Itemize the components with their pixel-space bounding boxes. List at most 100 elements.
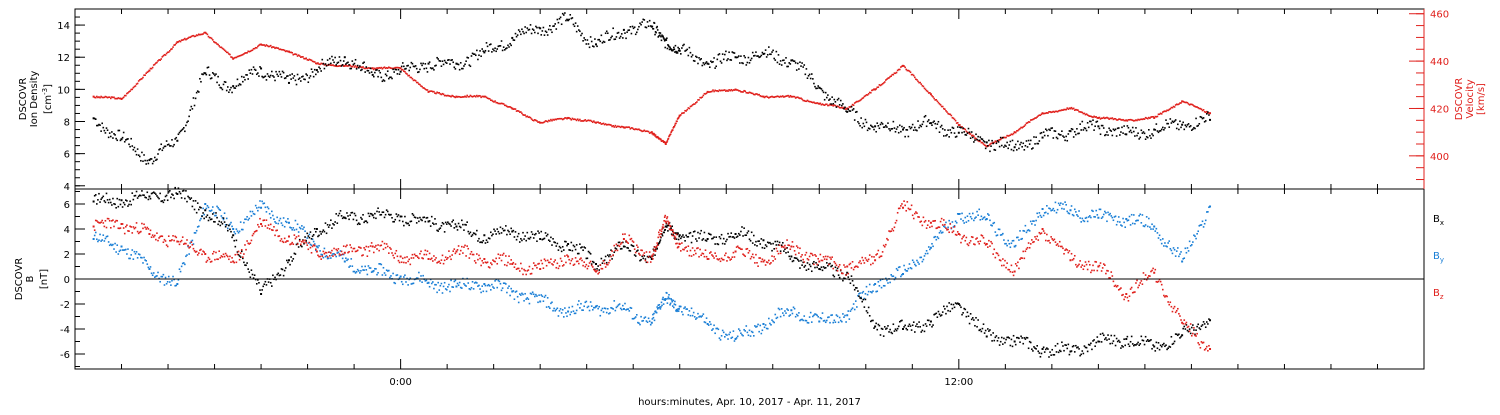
density-dot bbox=[554, 23, 557, 25]
by-dot bbox=[364, 265, 366, 268]
density-dot bbox=[616, 32, 619, 34]
density-dot bbox=[552, 25, 554, 28]
bz-dot bbox=[284, 241, 287, 243]
density-dot bbox=[772, 49, 774, 52]
bz-dot bbox=[299, 243, 302, 246]
bz-dot bbox=[698, 255, 700, 258]
density-dot bbox=[845, 110, 847, 113]
velocity-dot bbox=[267, 45, 270, 48]
density-dot bbox=[998, 145, 1001, 148]
bx-dot bbox=[849, 282, 852, 285]
bx-dot bbox=[1166, 348, 1168, 351]
density-dot bbox=[652, 28, 655, 30]
by-dot bbox=[1159, 239, 1162, 241]
velocity-dot bbox=[330, 64, 332, 66]
bx-dot bbox=[157, 196, 159, 199]
velocity-dot bbox=[240, 54, 243, 56]
bx-dot bbox=[956, 302, 959, 304]
by-dot bbox=[698, 316, 700, 318]
bx-dot bbox=[994, 336, 997, 339]
velocity-dot bbox=[1066, 107, 1069, 109]
bx-dot bbox=[267, 281, 270, 283]
by-dot bbox=[119, 249, 122, 252]
by-dot bbox=[794, 315, 797, 318]
velocity-dot bbox=[1010, 133, 1013, 136]
density-dot bbox=[334, 56, 336, 59]
velocity-dot bbox=[1108, 118, 1110, 120]
by-dot bbox=[914, 263, 916, 266]
bz-dot bbox=[347, 251, 349, 254]
bx-dot bbox=[950, 303, 953, 306]
velocity-dot bbox=[218, 45, 221, 47]
velocity-dot bbox=[191, 35, 194, 37]
velocity-dot bbox=[988, 144, 990, 147]
by-dot bbox=[506, 291, 508, 294]
bx-dot bbox=[287, 261, 289, 264]
density-dot bbox=[111, 131, 113, 133]
by-dot bbox=[461, 287, 463, 289]
bx-dot bbox=[210, 218, 213, 220]
velocity-dot bbox=[263, 44, 266, 46]
bx-dot bbox=[978, 329, 981, 332]
bx-dot bbox=[883, 326, 886, 328]
by-dot bbox=[443, 281, 446, 284]
bx-dot bbox=[368, 215, 371, 218]
by-dot bbox=[658, 303, 661, 306]
velocity-dot bbox=[1020, 126, 1022, 129]
bz-dot bbox=[265, 219, 268, 221]
bx-dot bbox=[559, 246, 562, 249]
density-dot bbox=[160, 143, 163, 146]
bx-dot bbox=[702, 238, 705, 240]
bz-dot bbox=[791, 241, 794, 243]
bx-dot bbox=[896, 327, 899, 330]
density-dot bbox=[531, 28, 534, 30]
velocity-dot bbox=[500, 102, 503, 105]
bx-dot bbox=[115, 206, 117, 209]
by-dot bbox=[1071, 213, 1074, 216]
by-point bbox=[650, 321, 653, 324]
bx-dot bbox=[142, 194, 144, 196]
density-dot bbox=[1175, 127, 1178, 130]
velocity-point bbox=[1041, 112, 1044, 115]
velocity-dot bbox=[211, 39, 214, 41]
density-dot bbox=[1109, 129, 1111, 132]
bx-dot bbox=[470, 235, 473, 238]
by-dot bbox=[789, 314, 792, 316]
by-dot bbox=[1207, 211, 1209, 213]
velocity-point bbox=[567, 116, 570, 119]
by-dot bbox=[1007, 239, 1010, 242]
by-dot bbox=[803, 315, 806, 317]
bx-dot bbox=[703, 231, 706, 234]
bx-dot bbox=[692, 230, 695, 233]
velocity-dot bbox=[1175, 103, 1178, 106]
density-point bbox=[734, 56, 737, 59]
bx-dot bbox=[907, 325, 910, 327]
bx-dot bbox=[495, 233, 497, 235]
velocity-dot bbox=[1200, 108, 1203, 111]
bz-dot bbox=[312, 244, 315, 246]
by-dot bbox=[439, 284, 442, 287]
bz-dot bbox=[281, 240, 284, 243]
density-dot bbox=[631, 25, 634, 28]
bz-dot bbox=[253, 231, 256, 233]
by-dot bbox=[579, 307, 581, 309]
density-dot bbox=[641, 21, 643, 23]
by-dot bbox=[691, 314, 694, 317]
density-dot bbox=[815, 87, 817, 90]
bz-dot bbox=[532, 262, 535, 264]
velocity-dot bbox=[667, 137, 670, 140]
bz-dot bbox=[772, 260, 774, 262]
velocity-dot bbox=[160, 58, 163, 60]
velocity-dot bbox=[545, 120, 548, 122]
bx-dot bbox=[250, 269, 253, 271]
by-dot bbox=[276, 216, 278, 219]
bz-dot bbox=[748, 249, 751, 252]
velocity-dot bbox=[731, 89, 734, 92]
velocity-dot bbox=[901, 65, 903, 68]
density-dot bbox=[397, 68, 400, 71]
by-dot bbox=[554, 309, 557, 312]
bz-dot bbox=[473, 260, 476, 262]
density-dot bbox=[731, 51, 734, 53]
density-point bbox=[1041, 136, 1044, 139]
